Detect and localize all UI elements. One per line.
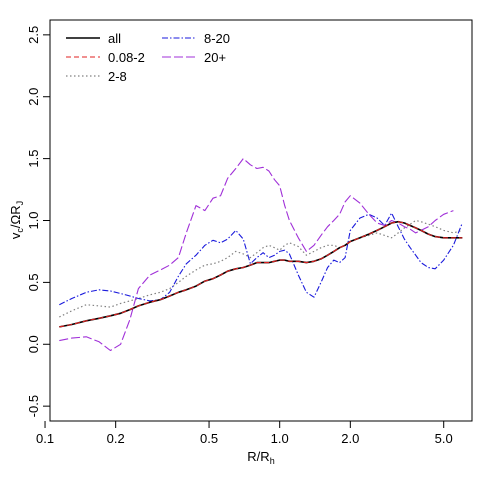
x-axis-title-sub: h [270, 456, 275, 466]
series-layer [59, 158, 463, 352]
y-axis: -0.5 0.0 0.5 1.0 1.5 2.0 2.5 [26, 26, 50, 417]
y-axis-title: vc/ΩRJ [8, 201, 25, 239]
x-tick-label: 0.5 [200, 431, 218, 446]
legend: all 0.08-2 2-8 8-20 20+ [66, 31, 230, 84]
legend-label-2-8: 2-8 [108, 69, 127, 84]
y-tick-label: 1.5 [26, 150, 41, 168]
x-tick-label: 0.1 [36, 431, 54, 446]
y-axis-title-sub1: c [15, 228, 25, 233]
legend-label-all: all [108, 31, 121, 46]
x-tick-label: 0.2 [107, 431, 125, 446]
y-tick-label: 1.0 [26, 211, 41, 229]
legend-label-8-20: 8-20 [204, 31, 230, 46]
y-tick-label: 0.0 [26, 335, 41, 353]
legend-label-20-plus: 20+ [204, 50, 226, 65]
y-axis-title-mid: /ΩR [8, 205, 23, 228]
y-axis-title-main: v [8, 232, 23, 239]
x-axis-title-main: R/R [247, 449, 269, 464]
y-tick-label: -0.5 [26, 395, 41, 417]
series-line-2-8 [59, 219, 463, 318]
y-tick-label: 0.5 [26, 273, 41, 291]
series-line-0-08-2 [59, 221, 463, 328]
y-tick-label: 2.5 [26, 26, 41, 44]
y-tick-label: 2.0 [26, 88, 41, 106]
legend-label-0-08-2: 0.08-2 [108, 50, 145, 65]
x-axis-title: R/Rh [247, 449, 274, 466]
x-axis: 0.1 0.2 0.5 1.0 2.0 5.0 [36, 421, 453, 446]
x-tick-label: 2.0 [341, 431, 359, 446]
x-tick-label: 5.0 [435, 431, 453, 446]
x-tick-label: 1.0 [271, 431, 289, 446]
y-axis-title-sub2: J [15, 201, 25, 206]
